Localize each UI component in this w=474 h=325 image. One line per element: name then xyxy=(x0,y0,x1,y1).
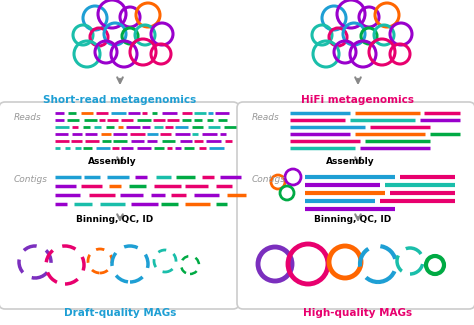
Text: Contigs: Contigs xyxy=(14,176,48,185)
FancyBboxPatch shape xyxy=(237,102,474,309)
Text: Short-read metagenomics: Short-read metagenomics xyxy=(44,95,197,105)
Text: Contigs: Contigs xyxy=(252,176,286,185)
Text: Binning, QC, ID: Binning, QC, ID xyxy=(76,214,153,224)
Text: Draft-quality MAGs: Draft-quality MAGs xyxy=(64,308,176,318)
Text: High-quality MAGs: High-quality MAGs xyxy=(303,308,412,318)
FancyBboxPatch shape xyxy=(0,102,239,309)
Text: Binning, QC, ID: Binning, QC, ID xyxy=(314,214,391,224)
Text: Assembly: Assembly xyxy=(326,157,374,165)
Text: Reads: Reads xyxy=(14,113,42,123)
Text: HiFi metagenomics: HiFi metagenomics xyxy=(301,95,414,105)
Text: Reads: Reads xyxy=(252,113,280,123)
Text: Assembly: Assembly xyxy=(88,157,137,165)
